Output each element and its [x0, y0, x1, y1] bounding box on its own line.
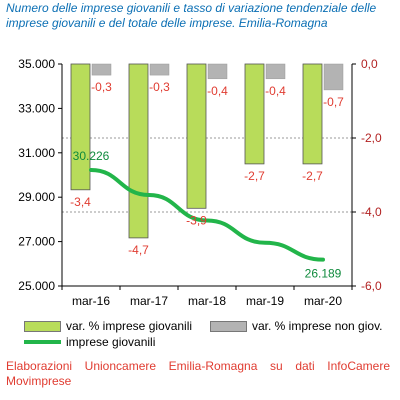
y-right-tick-label: -6,0 — [361, 279, 382, 293]
bar-non-giov — [207, 63, 228, 80]
data-label-non-giov: -0,4 — [207, 84, 228, 98]
chart-area: 25.000 27.000 29.000 31.000 33.000 35.000 -6,0… — [18, 57, 382, 308]
data-label-line: 30.226 — [73, 149, 110, 163]
bar-giovanili — [186, 63, 207, 209]
legend-swatch-line — [24, 340, 61, 344]
x-tick-label: mar-17 — [130, 294, 168, 308]
bar-giovanili — [302, 63, 323, 165]
data-label-giovanili: -3,9 — [186, 213, 207, 227]
legend-label-non-giov: var. % imprese non giov. — [252, 319, 383, 333]
legend-item-line: imprese giovanili — [24, 335, 155, 349]
y-right-tick-label: -4,0 — [361, 205, 382, 219]
source-note: Elaborazioni Unioncamere Emilia-Romagna … — [6, 359, 390, 388]
data-label-giovanili: -3,4 — [70, 195, 91, 209]
y-left-tick-label: 31.000 — [18, 146, 55, 160]
x-tick-label: mar-20 — [304, 294, 342, 308]
y-right-tick-label: 0,0 — [361, 57, 378, 71]
line-series — [89, 167, 325, 262]
bar-giovanili — [128, 63, 149, 239]
y-right-tick-label: -2,0 — [361, 131, 382, 145]
legend-label-giovanili: var. % imprese giovanili — [66, 319, 193, 333]
data-label-non-giov: -0,3 — [91, 80, 112, 94]
legend-item-giovanili: var. % imprese giovanili — [24, 319, 192, 333]
data-label-non-giov: -0,4 — [265, 84, 286, 98]
y-left-tick-label: 35.000 — [18, 57, 55, 71]
axes: 25.000 27.000 29.000 31.000 33.000 35.000 -6,0… — [18, 57, 382, 308]
data-label-non-giov: -0,7 — [323, 95, 344, 109]
bar-non-giov — [265, 63, 286, 80]
y-left-tick-label: 29.000 — [18, 190, 55, 204]
legend-swatch-non-giov — [210, 320, 247, 332]
data-label-giovanili: -2,7 — [244, 169, 265, 183]
bar-giovanili — [70, 63, 91, 191]
legend-swatch-giovanili — [24, 320, 61, 332]
bar-giovanili — [244, 63, 265, 165]
x-tick-label: mar-19 — [246, 294, 284, 308]
bar-non-giov — [149, 63, 170, 76]
y-left-tick-label: 27.000 — [18, 235, 55, 249]
data-label-non-giov: -0,3 — [149, 80, 170, 94]
data-labels: -3,4 -4,7 -3,9 -2,7 -2,7 -0,3 -0,3 -0,4 -0,4 -0,7… — [70, 80, 344, 281]
data-label-giovanili: -2,7 — [302, 169, 323, 183]
bar-non-giov — [91, 63, 112, 76]
x-tick-label: mar-18 — [188, 294, 226, 308]
line-imprese-giovanili — [89, 167, 325, 262]
bar-non-giov — [323, 63, 344, 91]
bars — [70, 63, 344, 239]
y-left-tick-label: 25.000 — [18, 279, 55, 293]
legend-label-line: imprese giovanili — [66, 335, 156, 349]
chart-title: Numero delle imprese giovanili e tasso d… — [6, 1, 377, 30]
legend-item-non-giov: var. % imprese non giov. — [210, 319, 383, 333]
data-label-line: 26.189 — [305, 267, 342, 281]
x-tick-label: mar-16 — [72, 294, 110, 308]
data-label-giovanili: -4,7 — [128, 243, 149, 257]
y-left-tick-label: 33.000 — [18, 101, 55, 115]
